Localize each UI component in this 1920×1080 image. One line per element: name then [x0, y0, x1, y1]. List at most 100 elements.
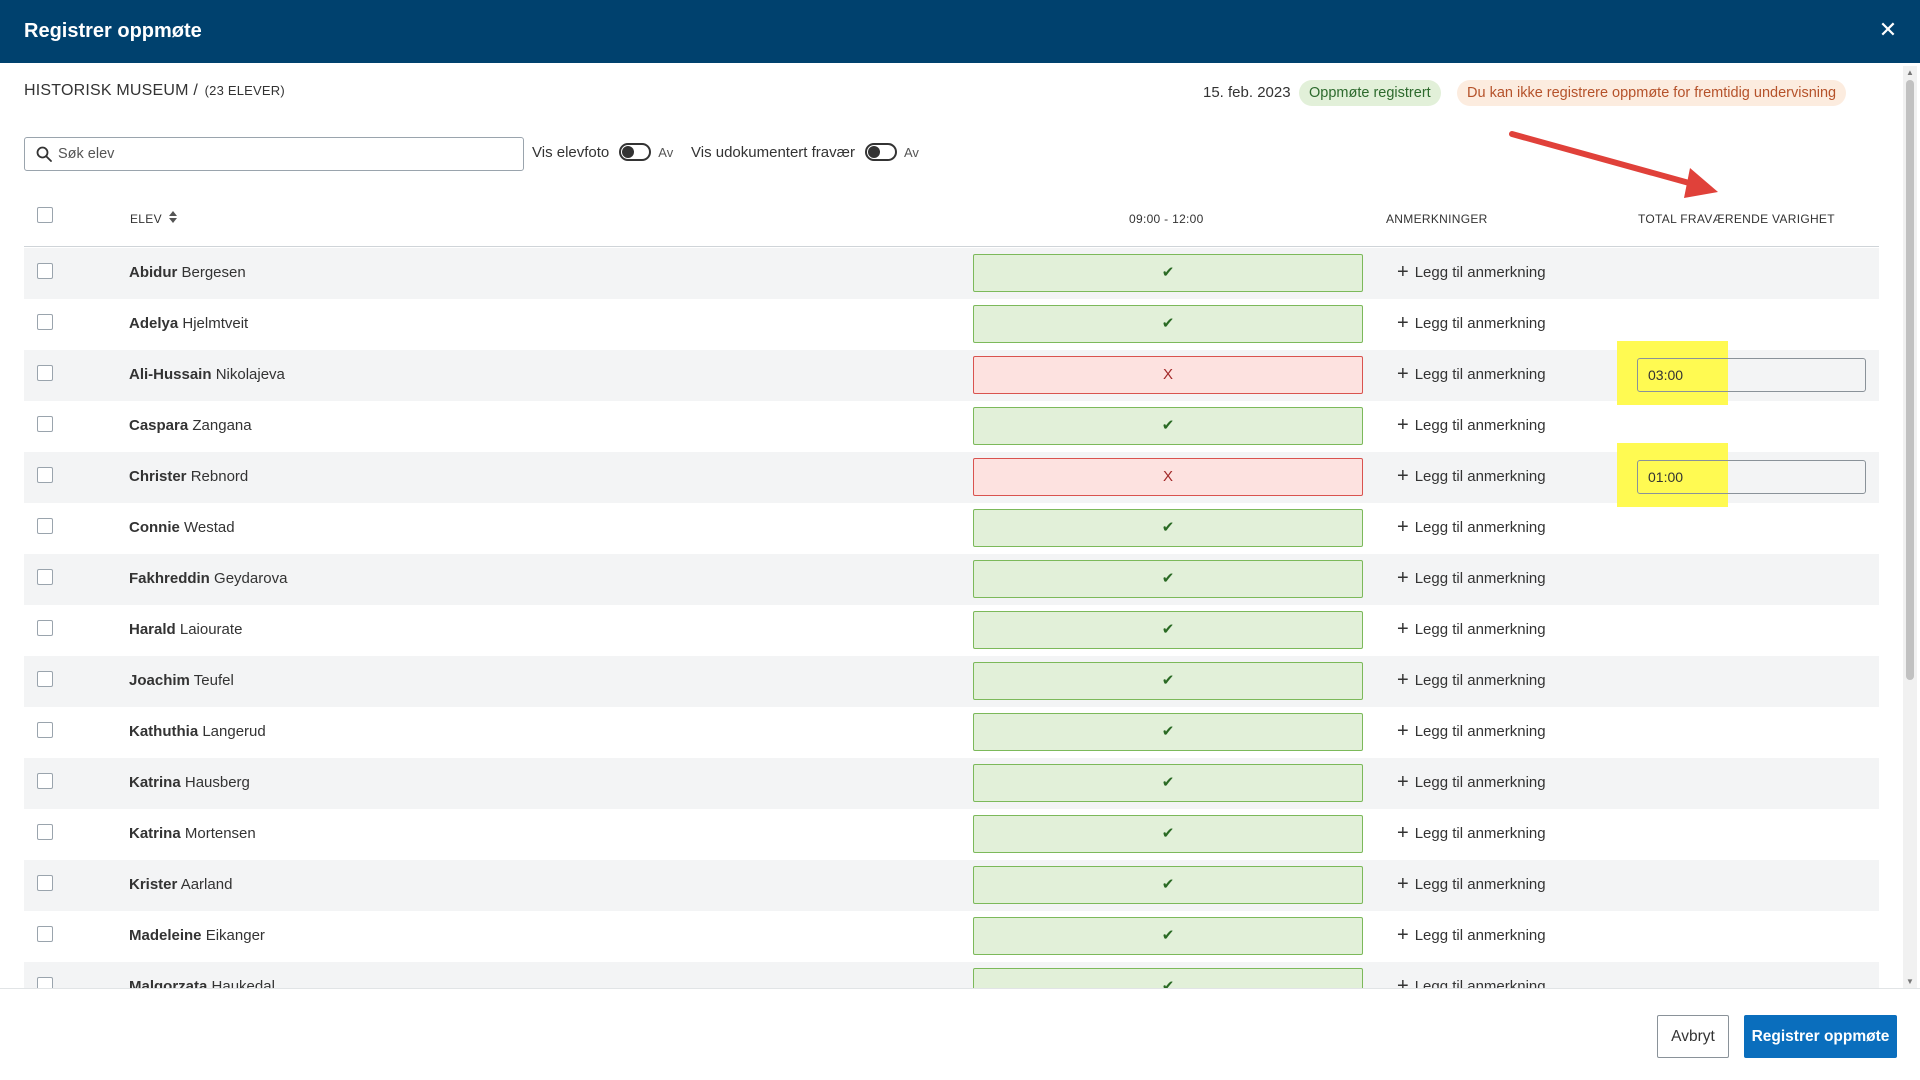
checkmark-icon: ✔: [1161, 519, 1175, 536]
row-checkbox[interactable]: [37, 467, 53, 483]
row-checkbox[interactable]: [37, 569, 53, 585]
plus-icon: +: [1397, 516, 1409, 538]
attendance-absent-cell[interactable]: X: [973, 458, 1363, 496]
status-badge: Oppmøte registrert: [1299, 80, 1441, 106]
add-remark-link[interactable]: + Legg til anmerkning: [1397, 568, 1546, 588]
attendance-present-cell[interactable]: ✔: [973, 254, 1363, 292]
search-box[interactable]: [24, 137, 524, 171]
absence-duration-input[interactable]: [1637, 358, 1866, 392]
student-first-name: Katrina: [129, 774, 181, 791]
table-row: Fakhreddin Geydarova ✔ + Legg til anmerknin…: [24, 554, 1879, 605]
photo-toggle-label: Vis elevfoto: [532, 143, 610, 161]
row-checkbox[interactable]: [37, 773, 53, 789]
add-remark-link[interactable]: + Legg til anmerkning: [1397, 975, 1546, 990]
attendance-present-cell[interactable]: ✔: [973, 968, 1363, 990]
student-last-name: Eikanger: [205, 927, 265, 944]
add-remark-link[interactable]: + Legg til anmerkning: [1397, 313, 1546, 333]
row-checkbox[interactable]: [37, 314, 53, 330]
attendance-present-cell[interactable]: ✔: [973, 305, 1363, 343]
cancel-button[interactable]: Avbryt: [1657, 1015, 1729, 1058]
student-last-name: Hjelmtveit: [182, 315, 249, 332]
student-first-name: Madeleine: [129, 927, 202, 944]
student-name: Fakhreddin Geydarova: [129, 570, 287, 587]
scroll-up-icon[interactable]: ▲: [1906, 68, 1914, 77]
student-name: Harald Laiourate: [129, 621, 242, 638]
header-duration: TOTAL FRAVÆRENDE VARIGHET: [1638, 212, 1835, 226]
add-remark-link[interactable]: + Legg til anmerkning: [1397, 669, 1546, 691]
register-attendance-button[interactable]: Registrer oppmøte: [1744, 1015, 1897, 1058]
close-icon[interactable]: ✕: [1878, 17, 1898, 42]
attendance-present-cell[interactable]: ✔: [973, 764, 1363, 802]
student-name: Katrina Hausberg: [129, 774, 250, 791]
dialog-footer: Avbryt Registrer oppmøte: [0, 988, 1920, 1080]
attendance-present-cell[interactable]: ✔: [973, 815, 1363, 853]
student-name: Krister Aarland: [129, 876, 232, 893]
student-last-name: Bergesen: [181, 264, 246, 281]
absence-toggle-knob: [867, 146, 880, 158]
attendance-present-cell[interactable]: ✔: [973, 917, 1363, 955]
add-remark-label: Legg til anmerkning: [1414, 417, 1546, 434]
row-checkbox[interactable]: [37, 977, 53, 990]
student-last-name: Westad: [184, 519, 235, 536]
attendance-present-cell[interactable]: ✔: [973, 611, 1363, 649]
add-remark-link[interactable]: + Legg til anmerkning: [1397, 415, 1546, 435]
row-checkbox[interactable]: [37, 263, 53, 279]
student-name: Malgorzata Haukedal: [129, 978, 275, 990]
absence-toggle[interactable]: [864, 143, 897, 161]
scrollbar[interactable]: ▲ ▼: [1903, 66, 1917, 988]
attendance-present-cell[interactable]: ✔: [973, 560, 1363, 598]
row-checkbox[interactable]: [37, 365, 53, 381]
scrollbar-thumb[interactable]: [1906, 80, 1914, 680]
attendance-present-cell[interactable]: ✔: [973, 866, 1363, 904]
student-name: Caspara Zangana: [129, 417, 252, 434]
table-body: Abidur Bergesen ✔ + Legg til anmerkning Adel…: [24, 248, 1879, 990]
add-remark-link[interactable]: + Legg til anmerkning: [1397, 823, 1546, 843]
student-last-name: Hausberg: [184, 774, 250, 791]
add-remark-link[interactable]: + Legg til anmerkning: [1397, 925, 1546, 945]
row-checkbox[interactable]: [37, 416, 53, 432]
table-row: Katrina Mortensen ✔ + Legg til anmerkning: [24, 809, 1879, 860]
student-first-name: Katrina: [129, 825, 181, 842]
attendance-present-cell[interactable]: ✔: [973, 662, 1363, 700]
photo-toggle[interactable]: [619, 143, 652, 161]
add-remark-link[interactable]: + Legg til anmerkning: [1397, 619, 1546, 639]
student-name: Christer Rebnord: [129, 468, 248, 485]
add-remark-link[interactable]: + Legg til anmerkning: [1397, 262, 1546, 282]
row-checkbox[interactable]: [37, 620, 53, 636]
sort-icon[interactable]: [168, 210, 178, 224]
search-input[interactable]: [58, 146, 498, 162]
student-last-name: Geydarova: [214, 570, 288, 587]
header-remarks: ANMERKNINGER: [1386, 212, 1488, 226]
attendance-absent-cell[interactable]: X: [973, 356, 1363, 394]
student-name: Connie Westad: [129, 519, 235, 536]
row-checkbox[interactable]: [37, 722, 53, 738]
row-checkbox[interactable]: [37, 824, 53, 840]
add-remark-label: Legg til anmerkning: [1414, 774, 1546, 791]
add-remark-link[interactable]: + Legg til anmerkning: [1397, 874, 1546, 894]
student-first-name: Caspara: [129, 417, 189, 434]
add-remark-link[interactable]: + Legg til anmerkning: [1397, 516, 1546, 538]
row-checkbox[interactable]: [37, 875, 53, 891]
absence-toggle-label: Vis udokumentert fravær: [691, 143, 855, 161]
row-checkbox[interactable]: [37, 518, 53, 534]
plus-icon: +: [1397, 771, 1409, 793]
add-remark-link[interactable]: + Legg til anmerkning: [1397, 771, 1546, 793]
checkmark-icon: ✔: [1161, 876, 1175, 893]
student-name: Katrina Mortensen: [129, 825, 256, 842]
plus-icon: +: [1397, 669, 1409, 691]
add-remark-link[interactable]: + Legg til anmerkning: [1397, 466, 1546, 486]
table-row: Connie Westad ✔ + Legg til anmerkning: [24, 503, 1879, 554]
select-all-checkbox[interactable]: [37, 207, 53, 223]
student-first-name: Kathuthia: [129, 723, 199, 740]
scroll-down-icon[interactable]: ▼: [1906, 977, 1914, 986]
add-remark-link[interactable]: + Legg til anmerkning: [1397, 364, 1546, 384]
add-remark-link[interactable]: + Legg til anmerkning: [1397, 721, 1546, 741]
attendance-present-cell[interactable]: ✔: [973, 509, 1363, 547]
absence-duration-input[interactable]: [1637, 460, 1866, 494]
row-checkbox[interactable]: [37, 926, 53, 942]
plus-icon: +: [1397, 975, 1409, 990]
header-student[interactable]: ELEV: [130, 212, 162, 226]
attendance-present-cell[interactable]: ✔: [973, 713, 1363, 751]
row-checkbox[interactable]: [37, 671, 53, 687]
attendance-present-cell[interactable]: ✔: [973, 407, 1363, 445]
